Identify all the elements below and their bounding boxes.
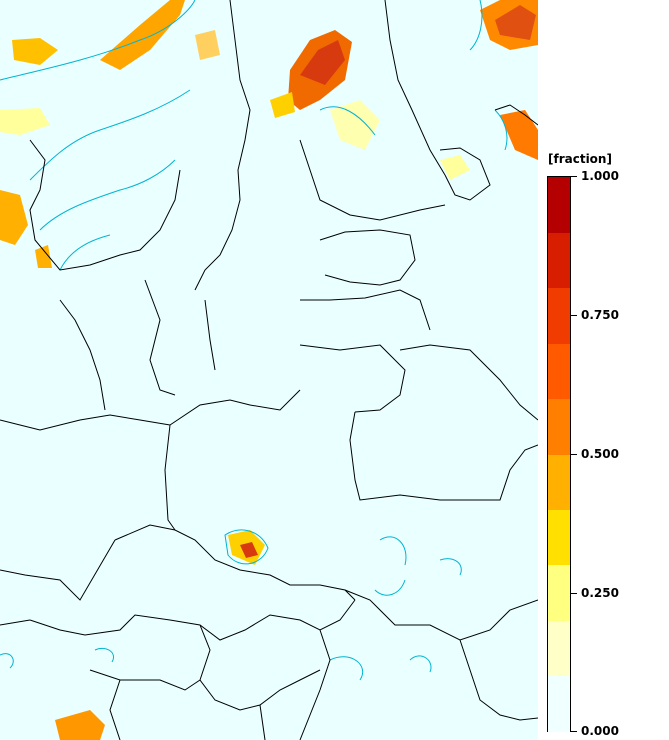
- colorbar-step: [548, 232, 570, 289]
- colorbar-label-max: 1.000: [581, 169, 619, 183]
- colorbar-label-050: 0.500: [581, 447, 619, 461]
- colorbar-label-025: 0.250: [581, 586, 619, 600]
- map-canvas: [0, 0, 538, 740]
- colorbar-tick: [571, 176, 577, 177]
- colorbar-step: [548, 287, 570, 344]
- colorbar-step: [548, 675, 570, 732]
- colorbar-tick: [571, 315, 577, 316]
- colorbar-tick: [571, 454, 577, 455]
- colorbar-step: [548, 564, 570, 621]
- colorbar-tick: [571, 731, 577, 732]
- colorbar-step: [548, 454, 570, 510]
- colorbar-tick: [571, 593, 577, 594]
- contour-lines: [0, 0, 508, 681]
- colorbar-label-min: 0.000: [581, 724, 619, 738]
- colorbar-step: [548, 509, 570, 566]
- colorbar-step: [548, 620, 570, 677]
- colorbar-step: [548, 177, 570, 233]
- country-borders: [0, 0, 538, 740]
- legend-unit-label: [fraction]: [548, 152, 612, 166]
- colorbar-step: [548, 343, 570, 400]
- colorbar-step: [548, 398, 570, 455]
- map-panel[interactable]: [0, 0, 538, 740]
- colorbar-label-075: 0.750: [581, 308, 619, 322]
- colorbar: [547, 176, 571, 732]
- fraction-shading: [0, 0, 538, 740]
